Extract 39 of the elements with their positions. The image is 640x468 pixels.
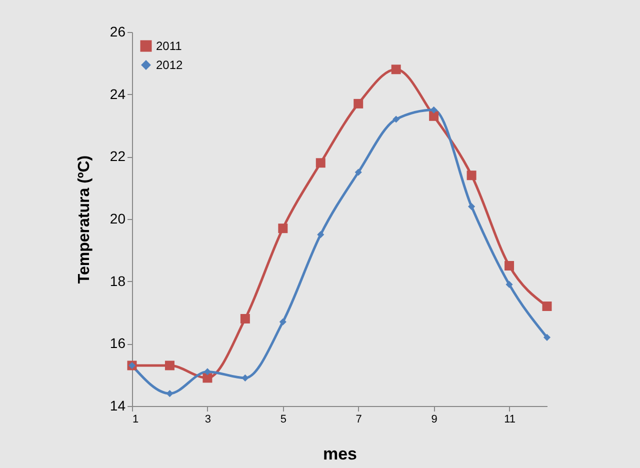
y-axis-title: Temperatura (ºC)	[76, 155, 93, 284]
x-tick-label: 1	[132, 414, 139, 426]
point	[506, 280, 513, 288]
point	[391, 64, 401, 74]
y-tick-label: 16	[110, 335, 126, 352]
y-tick-label: 14	[110, 398, 126, 414]
point	[204, 368, 211, 376]
point	[317, 231, 324, 238]
point	[242, 374, 249, 382]
x-tick-label: 7	[356, 414, 362, 426]
x-tick-label: 5	[280, 414, 286, 426]
point	[354, 168, 362, 176]
point	[202, 373, 212, 383]
y-tick-label: 26	[110, 24, 126, 40]
point	[430, 106, 438, 114]
point	[166, 390, 174, 398]
legend-label: 2011	[156, 39, 182, 53]
y-tick-label: 20	[110, 210, 126, 226]
y-tick-label: 22	[110, 148, 126, 164]
point	[240, 314, 250, 324]
point	[468, 202, 476, 210]
point	[543, 334, 551, 341]
x-axis-title: mes	[322, 444, 358, 464]
x-tick-label: 11	[504, 414, 516, 426]
x-tick-label: 9	[431, 414, 438, 426]
point	[279, 318, 286, 326]
y-tick-label: 24	[110, 86, 126, 102]
point	[466, 170, 476, 180]
y-tick-label: 18	[110, 272, 126, 289]
point	[504, 261, 514, 270]
point	[429, 111, 439, 121]
x-tick-label: 3	[204, 414, 212, 426]
legend-label: 2012	[156, 58, 184, 72]
point	[392, 116, 400, 123]
point	[542, 302, 552, 312]
point	[354, 98, 364, 108]
point	[278, 224, 288, 234]
point	[316, 158, 326, 168]
point	[164, 360, 174, 370]
